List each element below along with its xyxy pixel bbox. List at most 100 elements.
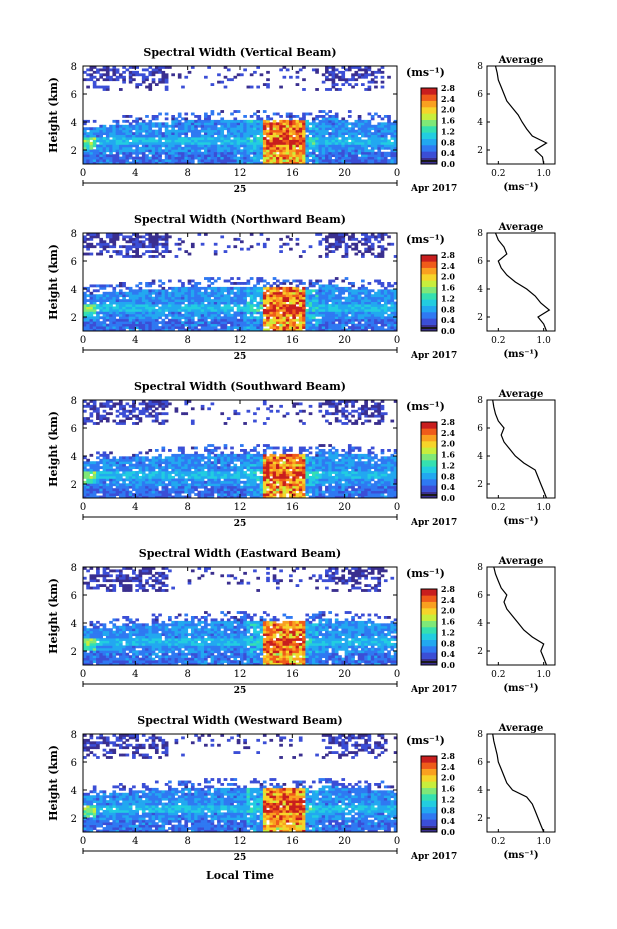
heatmap-cell [334, 245, 339, 249]
heatmap-cell [377, 299, 382, 302]
heatmap-cell [204, 122, 208, 126]
heatmap-cell [334, 299, 339, 302]
heatmap-cell [374, 154, 378, 158]
heatmap-cell [132, 407, 136, 411]
heatmap-cell [269, 323, 274, 327]
heatmap-cell [118, 141, 123, 145]
heatmap-cell [154, 417, 159, 420]
heatmap-cell [207, 144, 211, 148]
heatmap-cell [338, 161, 342, 165]
heatmap-cell [311, 151, 316, 155]
heatmap-cell [161, 134, 166, 138]
heatmap-cell [204, 323, 208, 327]
heatmap-cell [367, 304, 372, 307]
heatmap-cell [262, 159, 267, 162]
heatmap-cell [141, 78, 146, 82]
heatmap-cell [200, 119, 205, 123]
heatmap-cell [272, 119, 277, 123]
heatmap-cell [302, 282, 306, 285]
heatmap-cell [282, 141, 287, 145]
heatmap-cell [174, 294, 179, 298]
heatmap-cell [200, 296, 205, 300]
heatmap-cell [243, 311, 247, 315]
heatmap-cell [158, 161, 162, 165]
heatmap-cell [387, 132, 391, 135]
heatmap-cell [354, 132, 359, 135]
heatmap-cell [118, 301, 123, 305]
heatmap-cell [249, 115, 254, 118]
heatmap-cell [122, 284, 126, 288]
heatmap-cell [331, 75, 336, 79]
heatmap-cell [315, 282, 319, 285]
heatmap-cell [272, 318, 277, 322]
heatmap-cell [246, 129, 251, 133]
heatmap-cell [115, 75, 120, 79]
heatmap-cell [174, 483, 179, 487]
heatmap-cell [240, 306, 244, 310]
heatmap-cell [135, 306, 139, 310]
heatmap-cell [331, 122, 336, 126]
heatmap-cell [112, 294, 117, 298]
heatmap-cell [220, 110, 225, 113]
heatmap-cell [289, 151, 293, 155]
heatmap-cell [210, 144, 215, 148]
heatmap-cell [86, 458, 90, 462]
heatmap-cell [194, 473, 198, 477]
heatmap-cell [226, 301, 231, 305]
heatmap-cell [92, 485, 97, 489]
heatmap-cell [243, 137, 247, 140]
heatmap-cell [259, 151, 264, 155]
heatmap-cell [357, 156, 362, 160]
heatmap-cell [230, 282, 234, 285]
heatmap-cell [325, 75, 329, 79]
heatmap-cell [115, 146, 120, 150]
heatmap-cell [207, 115, 211, 118]
heatmap-cell [135, 151, 139, 155]
heatmap-cell [151, 70, 156, 74]
heatmap-cell [377, 316, 382, 320]
heatmap-cell [200, 456, 205, 460]
heatmap-cell [354, 252, 359, 256]
heatmap-cell [275, 321, 280, 325]
heatmap-cell [115, 409, 120, 413]
heatmap-cell [181, 490, 185, 494]
heatmap-cell [210, 321, 215, 325]
heatmap-cell [128, 146, 133, 150]
heatmap-cell [298, 311, 303, 315]
heatmap-cell [357, 73, 362, 77]
heatmap-cell [275, 149, 280, 153]
heatmap-cell [259, 139, 264, 143]
heatmap-cell [357, 326, 362, 329]
heatmap-cell [92, 463, 97, 467]
heatmap-cell [102, 73, 107, 77]
heatmap-cell [187, 453, 192, 457]
heatmap-cell [122, 124, 126, 128]
heatmap-cell [109, 468, 113, 472]
heatmap-cell [275, 306, 280, 310]
heatmap-cell [210, 323, 215, 327]
heatmap-cell [220, 485, 225, 489]
heatmap-cell [118, 473, 123, 477]
heatmap-cell [197, 328, 202, 332]
heatmap-cell [141, 252, 146, 256]
heatmap-cell [161, 468, 166, 472]
heatmap-cell [161, 286, 166, 290]
heatmap-cell [253, 159, 257, 162]
heatmap-cell [151, 478, 156, 482]
heatmap-cell [138, 124, 143, 128]
heatmap-cell [249, 73, 254, 77]
heatmap-cell [230, 286, 234, 290]
heatmap-cell [109, 483, 113, 487]
heatmap-cell [282, 137, 287, 140]
heatmap-cell [361, 139, 365, 143]
heatmap-cell [249, 127, 254, 131]
heatmap-cell [96, 323, 100, 327]
heatmap-cell [184, 478, 189, 482]
heatmap-cell [305, 308, 310, 312]
heatmap-cell [148, 304, 153, 307]
heatmap-cell [262, 146, 267, 150]
heatmap-cell [334, 328, 339, 332]
heatmap-cell [377, 252, 382, 256]
heatmap-cell [220, 461, 225, 465]
heatmap-cell [351, 328, 355, 332]
